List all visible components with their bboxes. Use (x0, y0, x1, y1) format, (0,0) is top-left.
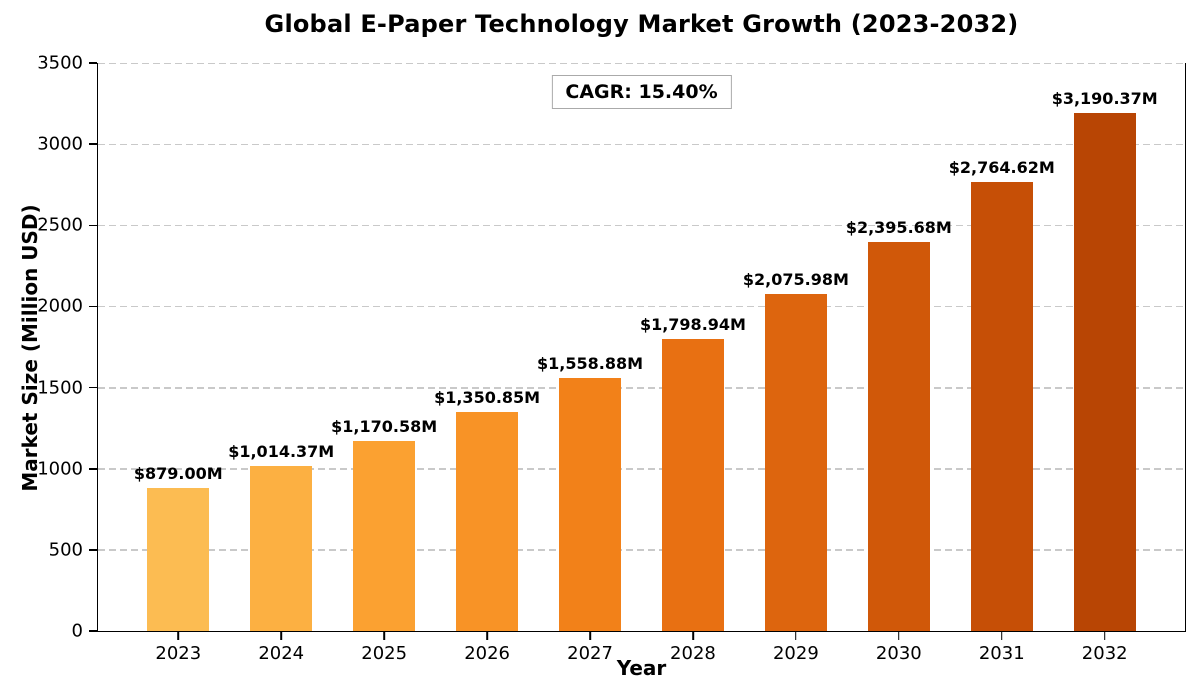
x-tick-mark-2029 (795, 632, 797, 640)
bar-2028 (662, 339, 724, 631)
y-tick-label-3500: 3500 (37, 52, 83, 74)
bar-2025 (353, 441, 416, 631)
bar-value-label-2030: $2,395.68M (845, 218, 952, 238)
bar-2029 (765, 294, 827, 631)
y-tick-mark-1500 (89, 386, 97, 389)
x-tick-label-2029: 2029 (772, 643, 819, 664)
bar-value-label-2031: $2,764.62M (948, 158, 1055, 178)
x-tick-label-2028: 2028 (670, 643, 716, 664)
y-tick-label-2500: 2500 (37, 214, 83, 236)
bar-value-label-2026: $1,350.85M (434, 387, 541, 407)
x-tick-label-2027: 2027 (567, 643, 613, 664)
cagr-annotation: CAGR: 15.40% (551, 75, 732, 109)
bar-value-label-2023: $879.00M (133, 464, 223, 484)
y-tick-label-1500: 1500 (37, 377, 83, 399)
y-tick-label-2000: 2000 (37, 295, 83, 317)
gridline-3000 (98, 143, 1185, 146)
x-tick-label-2025: 2025 (361, 643, 408, 664)
x-tick-label-2031: 2031 (978, 643, 1025, 664)
bar-2026 (456, 411, 518, 631)
y-tick-mark-3000 (89, 143, 97, 145)
bar-2032 (1073, 113, 1136, 631)
y-tick-label-1000: 1000 (37, 458, 83, 480)
gridline-1000 (98, 468, 1185, 470)
plot-area: CAGR: 15.40% 0 500 1000 1500 2000 2500 3000 350… (37, 53, 1186, 664)
y-tick-mark-500 (89, 549, 97, 551)
y-axis-label: Market Size (Million USD) (18, 204, 42, 492)
bar-value-label-2029: $2,075.98M (742, 270, 849, 290)
x-tick-mark-2025 (383, 632, 385, 640)
y-tick-label-500: 500 (48, 539, 83, 561)
x-tick-mark-2027 (589, 632, 591, 640)
x-tick-label-2023: 2023 (155, 643, 202, 664)
y-tick-mark-1000 (89, 467, 97, 470)
y-tick-label-3000: 3000 (37, 133, 83, 155)
x-tick-mark-2026 (486, 632, 488, 640)
x-tick-label-2026: 2026 (464, 643, 510, 664)
bar-2031 (970, 182, 1033, 631)
y-tick-mark-2000 (89, 305, 97, 308)
bar-2024 (250, 466, 313, 631)
y-tick-label-0: 0 (71, 620, 83, 642)
gridline-3500 (98, 62, 1185, 64)
y-tick-mark-0 (89, 630, 97, 632)
x-tick-mark-2032 (1103, 632, 1106, 640)
y-tick-mark-2500 (89, 224, 97, 227)
x-tick-mark-2023 (177, 632, 180, 640)
y-tick-mark-3500 (89, 62, 97, 64)
chart-title: Global E-Paper Technology Market Growth … (264, 10, 1019, 38)
x-tick-mark-2028 (692, 632, 694, 640)
bar-value-label-2027: $1,558.88M (537, 354, 644, 374)
x-tick-label-2030: 2030 (875, 643, 922, 664)
bar-value-label-2025: $1,170.58M (331, 417, 438, 437)
gridline-500 (98, 549, 1185, 551)
x-axis-label: Year (616, 656, 667, 680)
x-tick-mark-2031 (1000, 632, 1003, 640)
bar-value-label-2024: $1,014.37M (228, 442, 335, 462)
bar-value-label-2028: $1,798.94M (639, 315, 746, 335)
bar-value-label-2032: $3,190.37M (1051, 89, 1158, 109)
bar-2027 (559, 378, 621, 631)
gridline-2000 (98, 306, 1185, 308)
gridline-2500 (98, 224, 1185, 227)
x-tick-label-2024: 2024 (258, 643, 305, 664)
bar-2030 (867, 242, 930, 631)
gridline-1500 (98, 387, 1185, 389)
x-tick-label-2032: 2032 (1081, 643, 1128, 664)
x-tick-mark-2030 (898, 632, 900, 640)
x-tick-mark-2024 (280, 632, 283, 640)
bar-2023 (147, 488, 210, 631)
